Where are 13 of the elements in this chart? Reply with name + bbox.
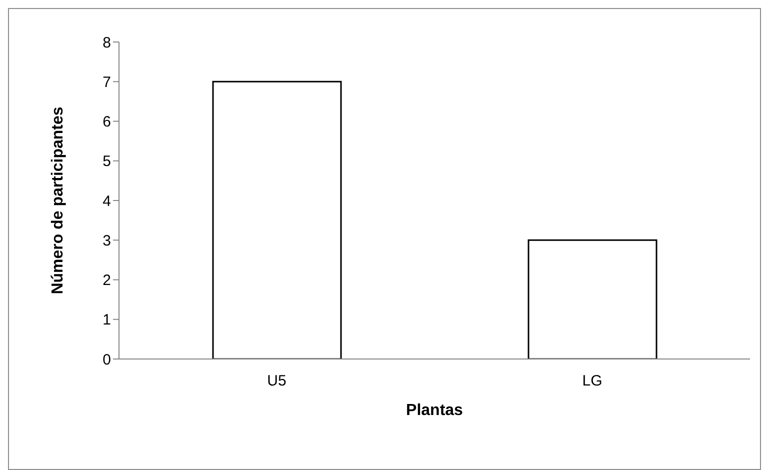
y-tick-label: 0 [102, 351, 111, 368]
y-tick-label: 1 [102, 312, 111, 329]
y-tick-label: 2 [102, 272, 111, 290]
y-tick-label: 4 [102, 192, 111, 210]
x-tick-label: U5 [267, 372, 286, 390]
x-axis-title: Plantas [406, 402, 464, 419]
y-tick-label: 5 [102, 153, 111, 170]
y-tick-label: 7 [102, 74, 111, 91]
y-tick-label: 8 [102, 34, 111, 52]
y-tick-label: 3 [102, 232, 111, 250]
y-axis-title: Número de participantes [50, 106, 67, 294]
x-tick-label: LG [582, 372, 602, 390]
y-tick-label: 6 [102, 114, 111, 131]
